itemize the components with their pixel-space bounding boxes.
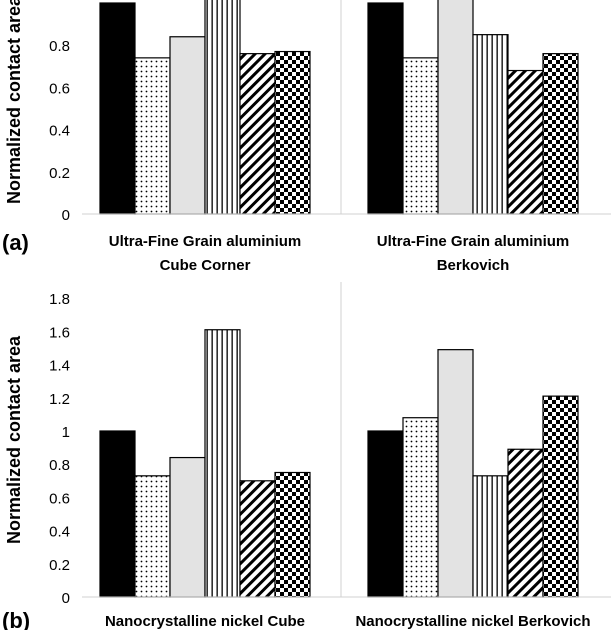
bar-vertical-lines: [204, 0, 241, 215]
bar-checkerboard: [542, 53, 579, 215]
bar-dots: [402, 417, 439, 598]
bar-vertical-lines: [472, 475, 509, 598]
y-axis-title-a: Normalized contact area: [4, 0, 24, 204]
y-tick-label: 0.8: [49, 38, 70, 55]
bar-dots: [402, 57, 439, 215]
y-tick-label: 0.8: [49, 457, 70, 474]
y-tick-label: 0.2: [49, 557, 70, 574]
bar-diagonal-lines: [507, 448, 544, 598]
panel-label-a: (a): [2, 230, 29, 255]
bar-vertical-lines: [472, 34, 509, 215]
bar-dots: [134, 57, 171, 215]
panel-b: 0 0.2 0.4 0.6 0.8 1 1.2 1.4 1.6 1.8 Nanocrystallin…: [2, 282, 611, 630]
panel-a: 0 0.2 0.4 0.6 0.8 Ultra-Fine Grain aluminium C…: [2, 0, 611, 274]
y-tick-label: 1.8: [49, 291, 70, 308]
bar-diagonal-lines: [239, 53, 276, 215]
bar-dots: [134, 475, 171, 598]
bar-light-gray: [169, 36, 206, 215]
y-tick-label: 1.4: [49, 358, 70, 375]
bar-solid: [99, 430, 136, 598]
y-tick-label: 0.6: [49, 80, 70, 97]
bar-checkerboard: [542, 395, 579, 598]
y-tick-label: 0.2: [49, 165, 70, 182]
category-label: Cube Corner: [160, 257, 251, 274]
y-tick-label: 0: [62, 590, 70, 607]
category-label: Ultra-Fine Grain aluminium: [377, 233, 570, 250]
bar-checkerboard: [274, 50, 311, 215]
y-tick-label: 1.6: [49, 324, 70, 341]
y-tick-label: 0: [62, 207, 70, 224]
category-label: Ultra-Fine Grain aluminium: [109, 233, 302, 250]
y-tick-label: 0.4: [49, 524, 70, 541]
bar-light-gray: [169, 456, 206, 598]
y-tick-label: 0.4: [49, 123, 70, 140]
bar-light-gray: [437, 349, 474, 598]
panel-label-b: (b): [2, 608, 30, 630]
bars-group: [99, 0, 579, 215]
category-label: Nanocrystalline nickel Berkovich: [355, 613, 590, 630]
bar-solid: [367, 2, 404, 215]
y-tick-label: 1.2: [49, 391, 70, 408]
bar-checkerboard: [274, 471, 311, 598]
category-label: Nanocrystalline nickel Cube: [105, 613, 305, 630]
y-tick-label: 0.6: [49, 490, 70, 507]
bars-group: [99, 329, 579, 598]
bar-solid: [99, 2, 136, 215]
bar-vertical-lines: [204, 329, 241, 598]
bar-diagonal-lines: [239, 480, 276, 598]
category-label: Berkovich: [437, 257, 510, 274]
bar-light-gray: [437, 0, 474, 215]
bar-diagonal-lines: [507, 69, 544, 215]
y-axis-title-b: Normalized contact area: [4, 335, 24, 544]
bar-solid: [367, 430, 404, 598]
y-tick-label: 1: [62, 424, 70, 441]
